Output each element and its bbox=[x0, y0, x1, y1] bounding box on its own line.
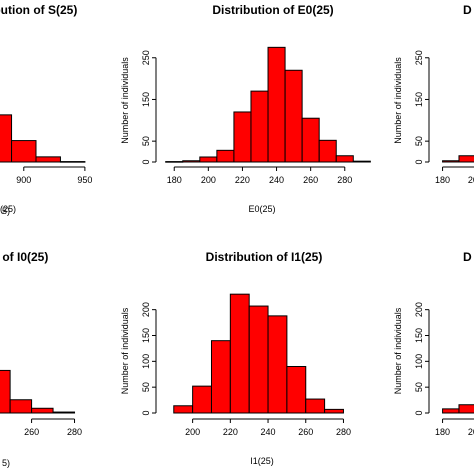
x-tick-label: 220 bbox=[223, 427, 238, 437]
histogram-bar bbox=[31, 407, 54, 414]
x-tick-label: 200 bbox=[185, 427, 200, 437]
x-tick-label: 260 bbox=[303, 175, 318, 185]
y-axis-label: Number of individuals bbox=[393, 307, 403, 394]
histogram-panel-2: Distribution of E0(25) 180 200 220 240 260 280… bbox=[120, 3, 371, 214]
x-tick-label: 280 bbox=[336, 427, 351, 437]
y-tick-label: 100 bbox=[141, 354, 151, 369]
y-tick-label: 0 bbox=[414, 410, 424, 415]
histogram-bar bbox=[442, 408, 460, 414]
histogram-bar bbox=[9, 399, 33, 414]
histogram-bar bbox=[233, 111, 252, 163]
histogram-bar bbox=[250, 90, 269, 163]
y-tick-label: 50 bbox=[141, 382, 151, 392]
histogram-bar bbox=[173, 405, 194, 414]
histogram-bar bbox=[286, 366, 307, 414]
histogram-bar bbox=[335, 155, 354, 163]
y-tick-label: 100 bbox=[414, 354, 424, 369]
histogram-bar bbox=[267, 315, 288, 414]
x-tick-label: 900 bbox=[16, 175, 31, 185]
histogram-bar bbox=[267, 46, 286, 163]
histogram-bar bbox=[35, 156, 61, 163]
histogram-panel-5: Distribution of I1(25) 200 220 240 260 280 0 50… bbox=[120, 250, 351, 466]
histogram-bar bbox=[210, 340, 231, 414]
histogram-bar bbox=[199, 156, 218, 163]
histogram-bar bbox=[0, 114, 13, 163]
y-tick-label: 50 bbox=[414, 382, 424, 392]
y-tick-label: 50 bbox=[414, 136, 424, 146]
chart-title: Distribution of I1(25) bbox=[206, 250, 323, 264]
y-tick-label: 150 bbox=[141, 92, 151, 107]
y-tick-label: 0 bbox=[141, 410, 151, 415]
histogram-panel-4: n of I0(25) 260 280 bbox=[0, 250, 82, 437]
histogram-bar bbox=[458, 404, 474, 414]
histogram-bar bbox=[284, 69, 303, 163]
x-axis-label: I1(25) bbox=[250, 456, 274, 466]
histogram-bar bbox=[11, 140, 37, 163]
histogram-bar bbox=[52, 411, 76, 414]
y-axis-label: Number of individuals bbox=[393, 57, 403, 144]
y-tick-label: 200 bbox=[141, 302, 151, 317]
histogram-bar bbox=[301, 117, 320, 163]
x-tick-label: 950 bbox=[77, 175, 92, 185]
y-axis-label: Number of individuals bbox=[120, 307, 130, 394]
y-tick-label: 50 bbox=[141, 136, 151, 146]
y-tick-label: 150 bbox=[141, 328, 151, 343]
histogram-panel-1: Distribution of S(25) 900 950 S(25) bbox=[0, 3, 92, 214]
cut-x-label-fragment: 5) bbox=[2, 206, 10, 216]
y-tick-label: 250 bbox=[414, 50, 424, 65]
histogram-bar bbox=[165, 161, 184, 163]
y-tick-label: 200 bbox=[414, 302, 424, 317]
y-tick-label: 250 bbox=[141, 50, 151, 65]
histogram-bar bbox=[229, 293, 250, 414]
x-tick-label: 200 bbox=[468, 427, 474, 437]
x-tick-label: 260 bbox=[298, 427, 313, 437]
chart-title: D bbox=[463, 250, 472, 264]
x-tick-label: 200 bbox=[201, 175, 216, 185]
x-tick-label: 240 bbox=[261, 427, 276, 437]
x-tick-label: 260 bbox=[24, 427, 39, 437]
histogram-bar bbox=[318, 139, 337, 163]
histogram-bar bbox=[59, 161, 86, 163]
histogram-panel-3: D 180 200 0 50 150 250 Number of individuals bbox=[393, 3, 474, 185]
x-axis-label: S(25) bbox=[0, 204, 16, 214]
histogram-bar bbox=[182, 160, 201, 163]
x-tick-label: 200 bbox=[468, 175, 474, 185]
x-tick-label: 180 bbox=[435, 175, 450, 185]
histogram-bar bbox=[442, 160, 460, 163]
y-tick-label: 0 bbox=[414, 159, 424, 164]
histogram-bar bbox=[458, 155, 474, 163]
x-tick-label: 280 bbox=[67, 427, 82, 437]
chart-title: Distribution of S(25) bbox=[0, 3, 77, 17]
histogram-bar bbox=[0, 369, 11, 414]
cut-x-label-fragment: 5) bbox=[2, 458, 10, 468]
y-tick-label: 0 bbox=[141, 159, 151, 164]
x-tick-label: 220 bbox=[235, 175, 250, 185]
x-tick-label: 180 bbox=[435, 427, 450, 437]
x-tick-label: 280 bbox=[337, 175, 352, 185]
histogram-bar bbox=[352, 160, 371, 163]
histogram-bar bbox=[305, 398, 326, 414]
x-tick-label: 240 bbox=[269, 175, 284, 185]
y-axis-label: Number of individuals bbox=[120, 57, 130, 144]
x-tick-label: 180 bbox=[167, 175, 182, 185]
y-tick-label: 150 bbox=[414, 328, 424, 343]
histogram-bar bbox=[192, 385, 212, 414]
chart-title: Distribution of E0(25) bbox=[212, 3, 333, 17]
histogram-panel-6: D 180 200 0 50 100 150 200 Number of individuals bbox=[393, 250, 474, 437]
histogram-bar bbox=[216, 149, 235, 163]
y-tick-label: 150 bbox=[414, 92, 424, 107]
chart-title: D bbox=[463, 3, 472, 17]
histogram-bar bbox=[324, 408, 344, 414]
x-axis-label: E0(25) bbox=[248, 204, 275, 214]
chart-title: n of I0(25) bbox=[0, 250, 48, 264]
histogram-bar bbox=[248, 305, 269, 414]
